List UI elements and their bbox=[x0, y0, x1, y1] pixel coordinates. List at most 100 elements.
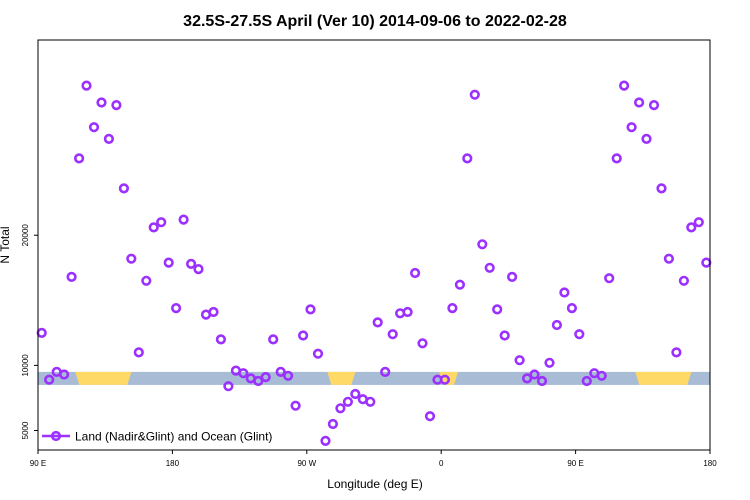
data-point bbox=[81, 80, 92, 91]
data-point bbox=[566, 303, 578, 314]
x-tick-label: 90 W bbox=[297, 459, 316, 468]
data-point bbox=[469, 89, 480, 100]
data-point bbox=[544, 357, 555, 368]
legend-label: Land (Nadir&Glint) and Ocean (Glint) bbox=[75, 430, 272, 444]
data-point bbox=[686, 222, 697, 233]
data-point bbox=[536, 375, 548, 387]
x-tick-label: 90 E bbox=[567, 459, 583, 468]
data-point bbox=[365, 396, 376, 407]
data-point bbox=[596, 370, 607, 381]
data-point bbox=[648, 99, 660, 111]
data-point bbox=[186, 258, 197, 270]
data-point bbox=[133, 347, 144, 358]
data-point bbox=[499, 330, 510, 341]
data-point bbox=[529, 369, 540, 380]
data-point bbox=[604, 273, 615, 284]
data-point bbox=[424, 411, 436, 422]
x-tick-label: 180 bbox=[166, 459, 180, 468]
y-axis-label: N Total bbox=[0, 226, 12, 263]
data-point bbox=[447, 303, 458, 314]
data-point bbox=[380, 366, 391, 378]
data-point bbox=[663, 253, 675, 264]
data-point bbox=[514, 355, 525, 366]
data-point bbox=[342, 396, 354, 407]
data-point bbox=[178, 214, 189, 225]
data-point bbox=[260, 372, 271, 383]
data-point bbox=[335, 403, 346, 414]
data-point bbox=[693, 217, 704, 228]
data-point bbox=[521, 373, 533, 384]
data-point bbox=[626, 122, 637, 133]
data-point bbox=[701, 257, 712, 268]
data-point bbox=[462, 153, 473, 164]
data-point bbox=[96, 97, 107, 108]
background-bands bbox=[38, 371, 710, 385]
data-point bbox=[275, 366, 286, 378]
data-points bbox=[36, 80, 712, 447]
y-tick-label: 5000 bbox=[21, 421, 30, 439]
data-point bbox=[312, 348, 324, 359]
data-point bbox=[283, 370, 294, 381]
land-band bbox=[635, 371, 692, 385]
data-point bbox=[477, 239, 488, 250]
data-point bbox=[372, 317, 383, 328]
data-point bbox=[126, 253, 137, 264]
data-point bbox=[574, 329, 585, 340]
plot-frame bbox=[37, 39, 711, 451]
data-point bbox=[156, 217, 167, 228]
data-point bbox=[484, 262, 495, 273]
data-point bbox=[58, 369, 70, 380]
x-tick-label: 90 E bbox=[30, 459, 46, 468]
data-point bbox=[44, 374, 55, 385]
y-tick-label: 10000 bbox=[21, 354, 30, 377]
data-point bbox=[641, 133, 652, 144]
land-band bbox=[75, 371, 132, 385]
data-point bbox=[410, 267, 421, 279]
data-point bbox=[581, 375, 592, 387]
data-point bbox=[305, 304, 316, 315]
data-point bbox=[268, 334, 279, 345]
data-point bbox=[611, 153, 622, 164]
data-point bbox=[171, 303, 182, 314]
data-point bbox=[88, 122, 100, 133]
data-point bbox=[290, 400, 301, 411]
data-point bbox=[327, 418, 339, 430]
data-point bbox=[298, 330, 309, 341]
y-axis: 5000 10000 20000 bbox=[21, 224, 38, 439]
data-point bbox=[208, 306, 219, 318]
y-tick-label: 20000 bbox=[21, 224, 30, 247]
data-point bbox=[238, 368, 249, 379]
legend-marker bbox=[50, 430, 62, 442]
legend: Land (Nadir&Glint) and Ocean (Glint) bbox=[42, 430, 272, 444]
data-point bbox=[215, 334, 226, 345]
data-point bbox=[633, 97, 645, 108]
data-point bbox=[103, 133, 114, 144]
land-band bbox=[327, 371, 356, 385]
data-point bbox=[506, 271, 518, 283]
x-axis-label: Longitude (deg E) bbox=[327, 477, 422, 491]
data-point bbox=[163, 257, 174, 268]
data-point bbox=[551, 319, 563, 331]
data-point bbox=[402, 306, 413, 318]
chart-title: 32.5S-27.5S April (Ver 10) 2014-09-06 to… bbox=[183, 13, 567, 30]
data-point bbox=[454, 279, 466, 290]
data-point bbox=[439, 374, 451, 385]
x-axis: 90 E 180 90 W 0 90 E 180 bbox=[30, 450, 717, 468]
data-point bbox=[111, 99, 122, 111]
data-point bbox=[36, 327, 47, 339]
x-tick-label: 180 bbox=[703, 459, 717, 468]
data-point bbox=[618, 80, 630, 91]
ocean-band bbox=[38, 371, 710, 385]
data-point bbox=[671, 347, 682, 358]
data-point bbox=[350, 388, 361, 400]
data-point bbox=[148, 222, 159, 233]
data-point bbox=[492, 304, 503, 315]
data-point bbox=[320, 435, 331, 447]
data-point bbox=[66, 271, 77, 283]
data-point bbox=[417, 338, 428, 349]
x-tick-label: 0 bbox=[439, 459, 444, 468]
data-point bbox=[223, 381, 234, 392]
data-point bbox=[387, 329, 398, 340]
data-point bbox=[253, 375, 264, 387]
